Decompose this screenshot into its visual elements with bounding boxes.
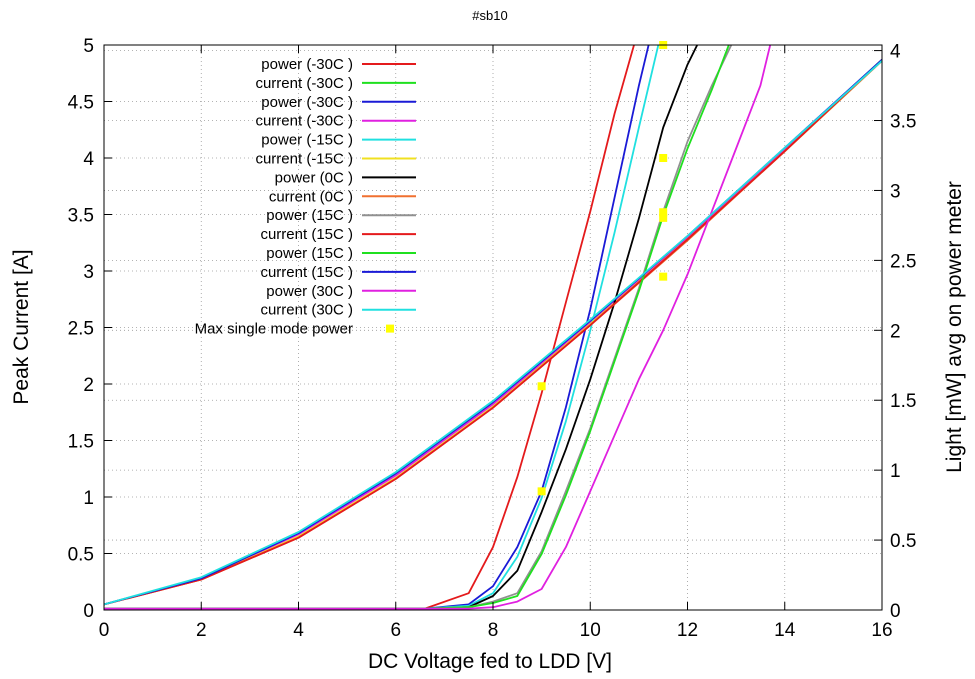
y-tick-label: 1.5 [68,432,94,453]
series-line-6 [104,45,699,610]
y-tick-label: 0.5 [68,545,94,566]
legend-label-3: current (-30C ) [255,113,353,130]
x-tick-label: 16 [871,620,892,641]
y-axis-title: Peak Current [A] [10,249,33,404]
y2-tick-label: 1.5 [890,391,916,412]
series-line-2 [104,45,650,610]
x-tick-label: 0 [99,620,110,641]
data-point [659,154,668,162]
y-tick-label: 4 [83,149,94,170]
legend-label-0: power (-30C ) [261,56,353,73]
legend-swatch-points [386,324,394,333]
y-tick-label: 3 [83,262,94,283]
y2-tick-label: 2 [890,321,901,342]
y-tick-label: 2.5 [68,319,94,340]
y-tick-label: 5 [83,36,94,57]
data-point [537,382,546,391]
y2-tick-label: 0 [890,601,901,622]
legend-label-12: power (30C ) [266,283,353,300]
grid [104,45,882,610]
chart-title: #sb10 [472,8,507,23]
legend-label-13: current (30C ) [260,302,353,319]
series-line-13 [104,60,882,606]
x-tick-label: 8 [488,620,499,641]
y-tick-label: 1 [83,488,94,509]
y2-tick-label: 2.5 [890,251,916,272]
x-tick-label: 4 [293,620,304,641]
legend-label-5: current (-15C ) [255,151,353,168]
data-point [659,272,668,281]
axes: 0 2 4 6 8 10 12 14 1600.511.522.533.544.5500.511… [68,36,917,641]
y-tick-label: 4.5 [68,93,94,114]
legend-label-8: power (15C ) [266,207,353,224]
legend: power (-30C ) current (-30C ) power (-30C … [195,56,416,338]
data-point [537,487,546,496]
points-layer [537,41,668,496]
y2-tick-label: 3 [890,181,901,202]
series-layer [104,45,882,610]
legend-label-1: current (-30C ) [255,75,353,92]
x-tick-label: 6 [390,620,401,641]
y2-axis-title: Light [mW] avg on power meter [943,181,966,473]
y-tick-label: 3.5 [68,206,94,227]
legend-label-7: current (0C ) [269,188,353,205]
data-point [659,208,668,217]
y2-tick-label: 1 [890,461,901,482]
y2-tick-label: 0.5 [890,531,916,552]
x-tick-label: 2 [196,620,207,641]
x-tick-label: 12 [677,620,698,641]
x-tick-label: 10 [580,620,601,641]
x-axis-title: DC Voltage fed to LDD [V] [368,650,612,673]
y2-tick-label: 3.5 [890,112,916,133]
legend-label-6: power (0C ) [275,169,353,186]
y2-tick-label: 4 [890,42,901,63]
legend-label-10: power (15C ) [266,245,353,262]
x-tick-label: 14 [774,620,796,641]
legend-label-points: Max single mode power [195,321,353,338]
legend-label-11: current (15C ) [260,264,353,281]
data-point [659,213,668,222]
legend-label-4: power (-15C ) [261,132,353,149]
y-tick-label: 0 [83,601,94,622]
series-line-9 [104,59,882,606]
legend-label-9: current (15C ) [260,226,353,243]
legend-label-2: power (-30C ) [261,94,353,111]
y-tick-label: 2 [83,375,94,396]
